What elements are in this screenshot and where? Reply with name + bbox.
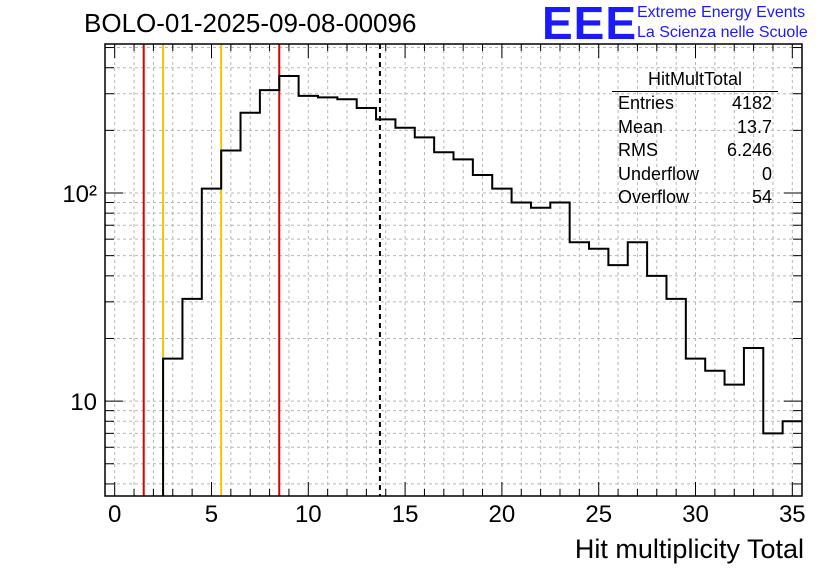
stats-box: HitMultTotal Entries 4182 Mean 13.7 RMS … <box>608 69 778 210</box>
histogram-bin <box>550 203 569 496</box>
x-tick-label: 20 <box>489 501 516 528</box>
histogram-bin <box>454 159 473 496</box>
histogram-bin <box>434 152 453 496</box>
histogram-bin <box>182 299 201 496</box>
histogram-bin <box>705 371 724 496</box>
plot-frame <box>104 43 803 497</box>
stats-row-underflow: Underflow 0 <box>608 163 778 187</box>
stats-value: 54 <box>751 187 772 207</box>
histogram-bin <box>163 359 182 496</box>
stats-value: 13.7 <box>736 116 772 137</box>
histogram-bin <box>512 203 531 496</box>
x-tick-label: 15 <box>392 501 419 528</box>
y-tick-label: 10² <box>62 181 97 208</box>
stats-label: Overflow <box>618 187 690 207</box>
stats-label: Entries <box>618 93 675 113</box>
histogram-bin <box>473 175 492 496</box>
histogram-bin <box>531 208 550 496</box>
histogram-bin <box>299 96 318 496</box>
eee-logo: EEE Extreme Energy Events La Scienza nel… <box>542 0 832 49</box>
x-axis-label: Hit multiplicity Total <box>574 534 804 564</box>
x-tick-label: 35 <box>779 501 806 528</box>
histogram-bin <box>666 299 685 496</box>
x-tick-label: 10 <box>295 501 322 528</box>
histogram-bin <box>260 90 279 496</box>
stats-title: HitMultTotal <box>612 69 778 92</box>
stats-row-rms: RMS 6.246 <box>608 139 778 163</box>
histogram-bin <box>492 189 511 496</box>
stats-label: Underflow <box>618 163 700 184</box>
logo-line-1: Extreme Energy Events <box>637 4 806 21</box>
stats-label: RMS <box>618 140 658 160</box>
histogram-bin <box>686 359 705 496</box>
logo-line-2: La Scienza nelle Scuole <box>637 24 808 41</box>
histogram-bin <box>725 385 744 496</box>
histogram-bin <box>221 151 240 496</box>
histogram-bin <box>318 97 337 496</box>
stats-value: 0 <box>761 163 772 184</box>
x-tick-label: 5 <box>205 501 218 528</box>
histogram-bin <box>570 242 589 496</box>
stats-row-overflow: Overflow 54 <box>608 186 778 210</box>
run-title: BOLO-01-2025-09-08-00096 <box>84 8 417 38</box>
x-tick-label: 30 <box>682 501 709 528</box>
stats-value: 4182 <box>731 93 772 113</box>
histogram-series <box>162 74 802 496</box>
histogram-bin <box>647 276 666 496</box>
histogram-bin <box>202 189 221 496</box>
y-tick-label: 10 <box>70 389 97 416</box>
histogram-bin <box>279 76 298 496</box>
histogram-bin <box>763 433 782 496</box>
histogram-bin <box>589 249 608 496</box>
stats-label: Mean <box>618 116 664 137</box>
stats-row-mean: Mean 13.7 <box>608 116 778 140</box>
histogram-bin <box>337 99 356 496</box>
histogram-bin <box>357 108 376 496</box>
x-tick-label: 0 <box>108 501 121 528</box>
histogram-bin <box>241 113 260 496</box>
histogram-bin <box>395 128 414 496</box>
histogram-bin <box>608 265 627 496</box>
logo-letters: EEE <box>542 0 638 49</box>
histogram-bin <box>744 348 763 496</box>
x-tick-label: 25 <box>585 501 612 528</box>
histogram-bin <box>628 242 647 496</box>
histogram-bin <box>415 137 434 496</box>
stats-value: 6.246 <box>726 140 772 160</box>
stats-row-entries: Entries 4182 <box>608 92 778 116</box>
histogram-bin <box>376 119 395 496</box>
